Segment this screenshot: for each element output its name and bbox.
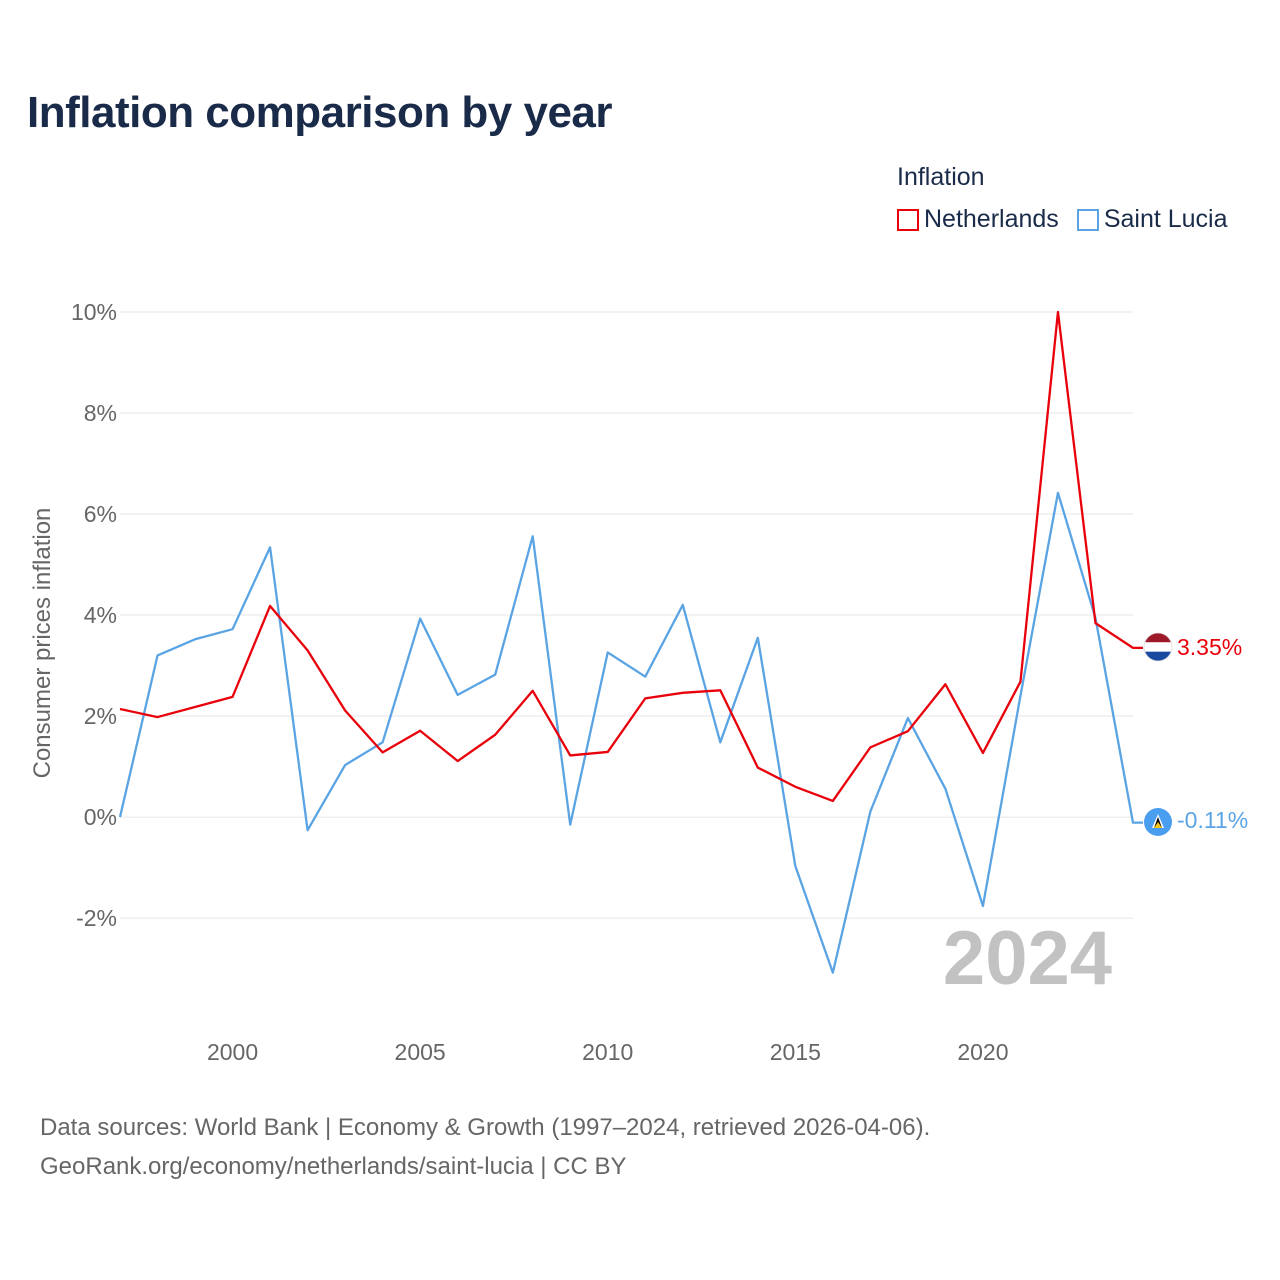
y-tick-label: 0%: [84, 804, 117, 830]
year-watermark: 2024: [943, 916, 1112, 1001]
y-axis-ticks: -2% 0% 2% 4% 6% 8% 10%: [71, 299, 117, 931]
y-tick-label: 10%: [71, 299, 117, 325]
legend-swatch-saint-lucia: [1076, 208, 1099, 231]
y-tick-label: 2%: [84, 703, 117, 729]
x-tick-label: 2000: [207, 1039, 258, 1065]
end-label-netherlands: 3.35%: [1177, 634, 1242, 660]
legend-swatch-netherlands: [897, 208, 919, 231]
y-tick-label: 6%: [84, 501, 117, 527]
source-url[interactable]: GeoRank.org/economy/netherlands/saint-lu…: [40, 1153, 627, 1180]
saint-lucia-flag-icon: [1144, 808, 1172, 836]
series-line-saint-lucia[interactable]: [118, 491, 1143, 974]
x-tick-label: 2015: [770, 1039, 821, 1065]
netherlands-flag-icon: [1143, 632, 1173, 662]
x-axis-ticks: 2000 2005 2010 2015 2020: [207, 1039, 1009, 1065]
series-lines: [118, 310, 1143, 974]
series-line-netherlands[interactable]: [119, 310, 1143, 803]
legend-label-netherlands: Netherlands: [924, 205, 1059, 233]
x-tick-label: 2020: [957, 1039, 1008, 1065]
legend-title: Inflation: [897, 163, 985, 191]
legend: Netherlands Saint Lucia: [897, 205, 1228, 234]
y-tick-label: 8%: [84, 400, 117, 426]
legend-item-netherlands[interactable]: Netherlands: [897, 205, 1059, 234]
data-sources-note: Data sources: World Bank | Economy & Gro…: [40, 1114, 931, 1141]
footer: Data sources: World Bank | Economy & Gro…: [40, 1108, 930, 1186]
legend-item-saint-lucia[interactable]: Saint Lucia: [1076, 205, 1228, 234]
x-tick-label: 2010: [582, 1039, 633, 1065]
gridlines: [120, 311, 1133, 919]
chart-title: Inflation comparison by year: [27, 88, 613, 137]
end-label-saint-lucia: -0.11%: [1177, 807, 1248, 833]
line-chart: -2% 0% 2% 4% 6% 8% 10% 2000 2005 2010 2015 2020 Co…: [29, 299, 1248, 1065]
x-tick-label: 2005: [395, 1039, 446, 1065]
y-axis-label: Consumer prices inflation: [29, 508, 56, 779]
y-tick-label: -2%: [76, 905, 117, 931]
y-tick-label: 4%: [84, 602, 117, 628]
legend-label-saint-lucia: Saint Lucia: [1103, 205, 1228, 233]
